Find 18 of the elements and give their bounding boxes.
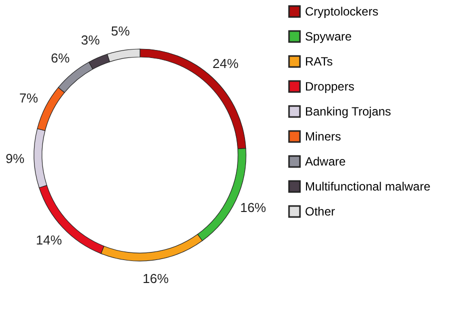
legend-label: Cryptolockers	[305, 4, 378, 18]
legend-label: Droppers	[305, 80, 354, 94]
legend-label: Adware	[305, 154, 346, 168]
legend-label: Miners	[305, 130, 342, 144]
legend-label: Multifunctional malware	[305, 180, 431, 194]
legend-label: Banking Trojans	[305, 104, 392, 118]
data-label: 5%	[111, 24, 130, 39]
legend-label: Spyware	[305, 30, 352, 44]
data-label: 9%	[6, 150, 25, 166]
data-label: 16%	[240, 200, 267, 216]
legend-label: RATs	[305, 54, 333, 68]
data-label: 3%	[80, 32, 100, 48]
data-label: 6%	[50, 50, 70, 66]
legend-label: Other	[305, 204, 336, 218]
data-label: 14%	[36, 232, 62, 248]
data-label: 7%	[19, 90, 38, 106]
data-label: 16%	[142, 271, 170, 286]
data-label: 24%	[212, 56, 240, 71]
